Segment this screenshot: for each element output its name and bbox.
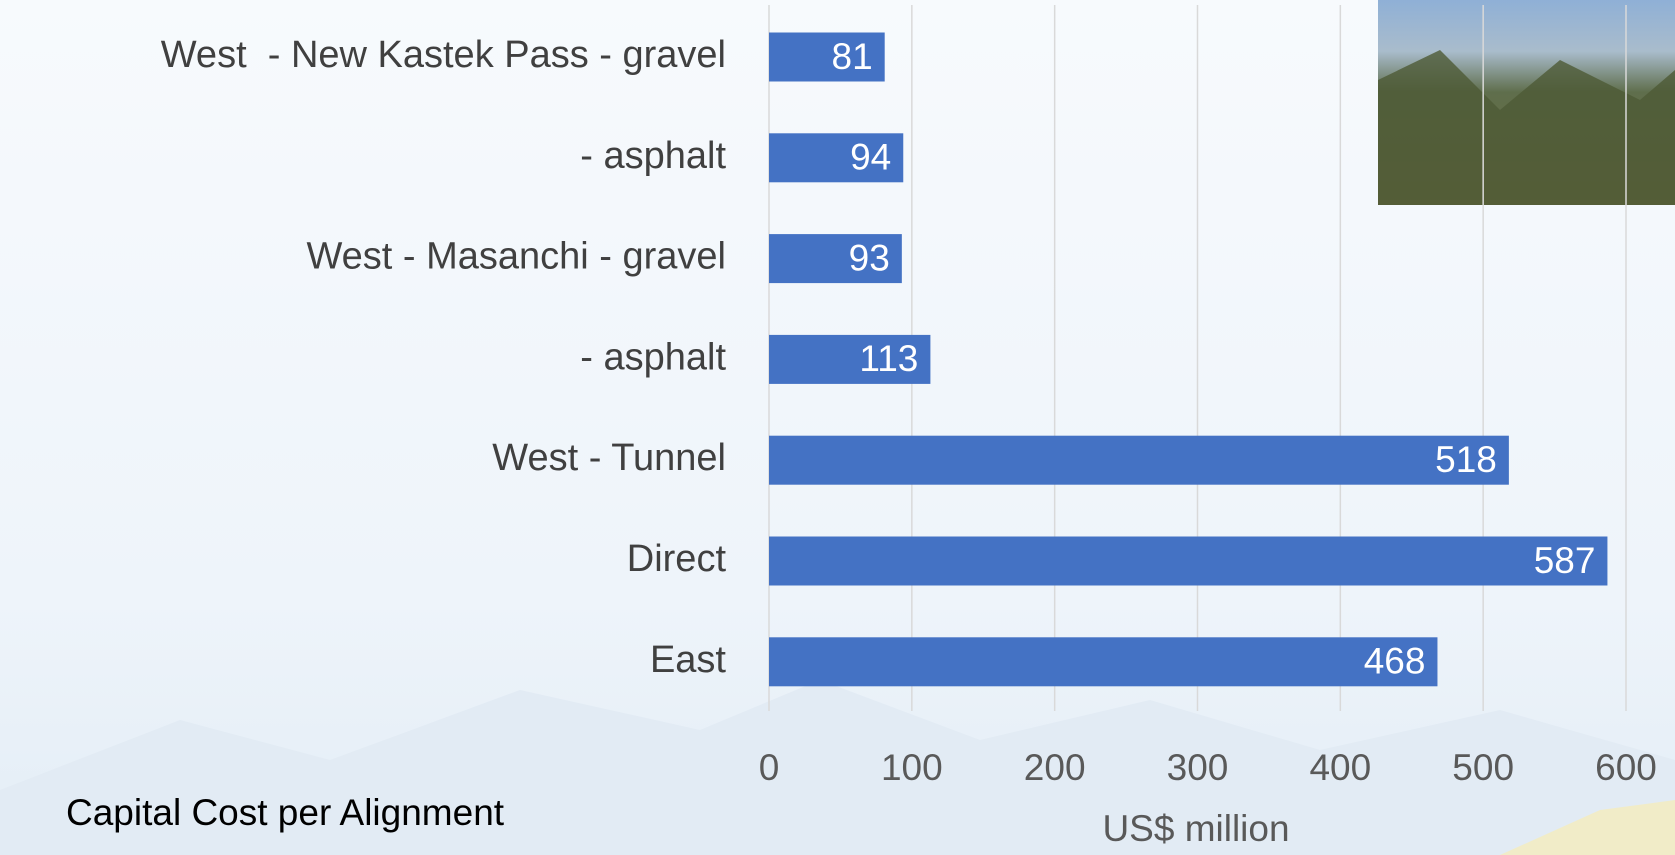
x-tick-label: 600: [1595, 747, 1657, 788]
y-tick-label: West - Masanchi - gravel: [306, 236, 726, 278]
bar: [769, 234, 902, 284]
bars: West - New Kastek Pass - gravel 81 - aspha…: [161, 32, 1608, 687]
bar: [769, 536, 1608, 586]
data-label: 468: [1364, 641, 1426, 682]
x-tick-label: 100: [881, 747, 943, 788]
grid: 0 100 200 300 400 500 600: [759, 5, 1657, 788]
mountain-backdrop: [0, 680, 1675, 855]
data-label: 93: [849, 237, 890, 278]
data-label: 94: [850, 137, 891, 178]
data-label: 518: [1435, 439, 1497, 480]
y-tick-label: - asphalt: [580, 135, 726, 177]
x-tick-label: 300: [1167, 747, 1229, 788]
data-label: 81: [832, 36, 873, 77]
x-tick-label: 200: [1024, 747, 1086, 788]
bar: [769, 133, 904, 183]
y-tick-label: West - Tunnel: [492, 437, 726, 479]
x-axis-label: US$ million: [1102, 808, 1289, 849]
x-tick-label: 0: [759, 747, 780, 788]
data-label: 587: [1534, 540, 1596, 581]
y-tick-label: Direct: [627, 538, 727, 580]
x-tick-label: 400: [1309, 747, 1371, 788]
bar: [769, 334, 931, 384]
x-tick-label: 500: [1452, 747, 1514, 788]
y-tick-label: East: [650, 639, 726, 681]
chart-title: Capital Cost per Alignment: [66, 792, 505, 833]
y-tick-label: - asphalt: [580, 336, 726, 378]
bar: [769, 637, 1438, 687]
bar: [769, 435, 1509, 485]
y-tick-label: West - New Kastek Pass - gravel: [161, 34, 726, 76]
data-label: 113: [859, 338, 918, 379]
bar: [769, 32, 885, 82]
photo-mountains: [1378, 50, 1675, 205]
mountain-accent: [1500, 800, 1675, 855]
